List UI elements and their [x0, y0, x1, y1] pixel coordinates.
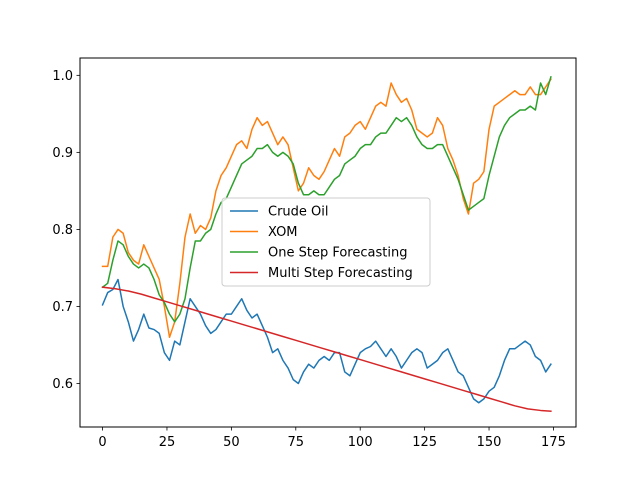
plot-lines	[101, 75, 552, 413]
x-tick-label: 0	[98, 435, 106, 450]
x-tick-label: 50	[223, 435, 240, 450]
legend-label-0: Crude Oil	[268, 205, 329, 220]
x-tick-label: 150	[477, 435, 502, 450]
x-tick-label: 25	[159, 435, 176, 450]
series-line-0	[101, 278, 552, 404]
y-tick-label: 0.9	[52, 146, 73, 161]
x-tick-label: 175	[541, 435, 566, 450]
y-axis-ticks: 0.6 0.7 0.8 0.9 1.0	[52, 69, 80, 392]
series-line-2	[101, 75, 552, 323]
series-line-3	[101, 286, 552, 413]
x-axis-ticks: 0 25 50 75 100 125 150 175	[98, 427, 566, 450]
y-tick-label: 0.6	[52, 377, 73, 392]
series-line-1	[101, 78, 552, 338]
x-tick-label: 100	[348, 435, 373, 450]
legend: Crude Oil XOM One Step Forecasting Multi St…	[221, 197, 431, 287]
axes-frame	[79, 57, 577, 428]
y-tick-label: 1.0	[52, 69, 73, 84]
legend-label-1: XOM	[268, 225, 298, 240]
y-tick-label: 0.8	[52, 223, 73, 238]
legend-label-3: Multi Step Forecasting	[268, 266, 413, 281]
x-tick-label: 125	[412, 435, 437, 450]
y-tick-label: 0.7	[52, 300, 73, 315]
legend-box	[221, 197, 431, 287]
legend-label-2: One Step Forecasting	[268, 246, 407, 261]
x-tick-label: 75	[288, 435, 305, 450]
